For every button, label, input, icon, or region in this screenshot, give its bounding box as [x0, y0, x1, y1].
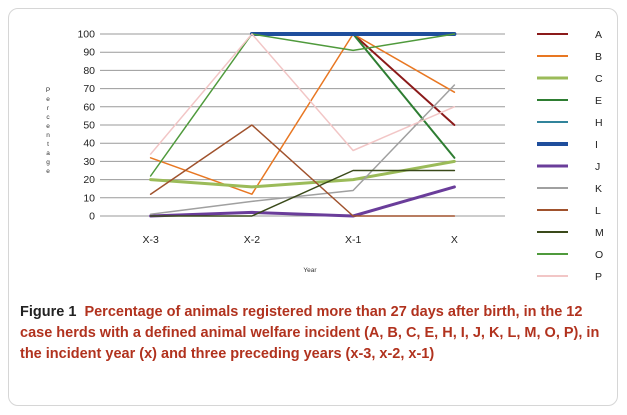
legend-label-a: A [595, 29, 602, 41]
figure-caption-text: Percentage of animals registered more th… [20, 304, 600, 362]
legend-label-k: K [595, 183, 602, 195]
y-axis-title-letter: e [46, 123, 50, 130]
figure-caption: Figure 1 Percentage of animals registere… [20, 302, 615, 365]
legend-label-j: J [595, 161, 600, 173]
legend-label-o: O [595, 249, 603, 261]
y-axis-title-letter: r [47, 105, 50, 112]
legend-label-i: I [595, 139, 598, 151]
legend-label-m: M [595, 227, 604, 239]
figure-label: Figure 1 [20, 304, 77, 320]
legend-label-l: L [595, 205, 601, 217]
y-tick-label: 90 [83, 47, 95, 59]
y-tick-label: 40 [83, 138, 95, 150]
series-line-j [149, 185, 456, 218]
x-tick-label: X [451, 234, 458, 246]
y-axis-title-letter: t [47, 141, 49, 148]
y-axis-title-letter: g [46, 159, 50, 166]
y-tick-label: 70 [83, 83, 95, 95]
y-tick-label: 30 [83, 156, 95, 168]
y-tick-label: 60 [83, 101, 95, 113]
y-axis-title-letter: P [46, 87, 50, 94]
legend-label-e: E [595, 95, 602, 107]
line-chart: 0 10 20 30 40 50 60 70 80 90 100 X-3 X-2 X-1 X ABCEHI… [46, 29, 604, 284]
y-tick-label: 20 [83, 174, 95, 186]
series-line-m [149, 169, 456, 217]
legend-label-c: C [595, 73, 603, 85]
y-tick-label: 80 [83, 65, 95, 77]
series-line-p [149, 33, 456, 155]
series-line-o [149, 33, 456, 177]
y-tick-label: 100 [77, 29, 95, 41]
legend-label-b: B [595, 51, 602, 63]
legend-label-h: H [595, 117, 603, 129]
series-line-b [149, 33, 456, 195]
series-line-l [149, 124, 456, 217]
series-line-k [149, 84, 456, 215]
y-axis-title-letter: e [46, 168, 50, 175]
y-tick-label: 50 [83, 120, 95, 132]
y-axis-title-letter: n [46, 132, 50, 139]
y-axis-title-letter: a [46, 150, 50, 157]
y-tick-label: 0 [89, 211, 95, 223]
y-axis-title-letter: c [46, 114, 50, 121]
figure-frame [8, 8, 618, 406]
y-tick-label: 10 [83, 192, 95, 204]
x-tick-label: X-2 [244, 234, 261, 246]
x-tick-label: X-3 [142, 234, 159, 246]
series-line-a [352, 33, 456, 126]
legend-label-p: P [595, 271, 602, 283]
x-axis-title: Year [303, 267, 317, 274]
y-axis-title-letter: e [46, 96, 50, 103]
y-axis-title: Percentage [46, 87, 51, 175]
x-tick-label: X-1 [345, 234, 362, 246]
series-line-e [352, 33, 456, 159]
